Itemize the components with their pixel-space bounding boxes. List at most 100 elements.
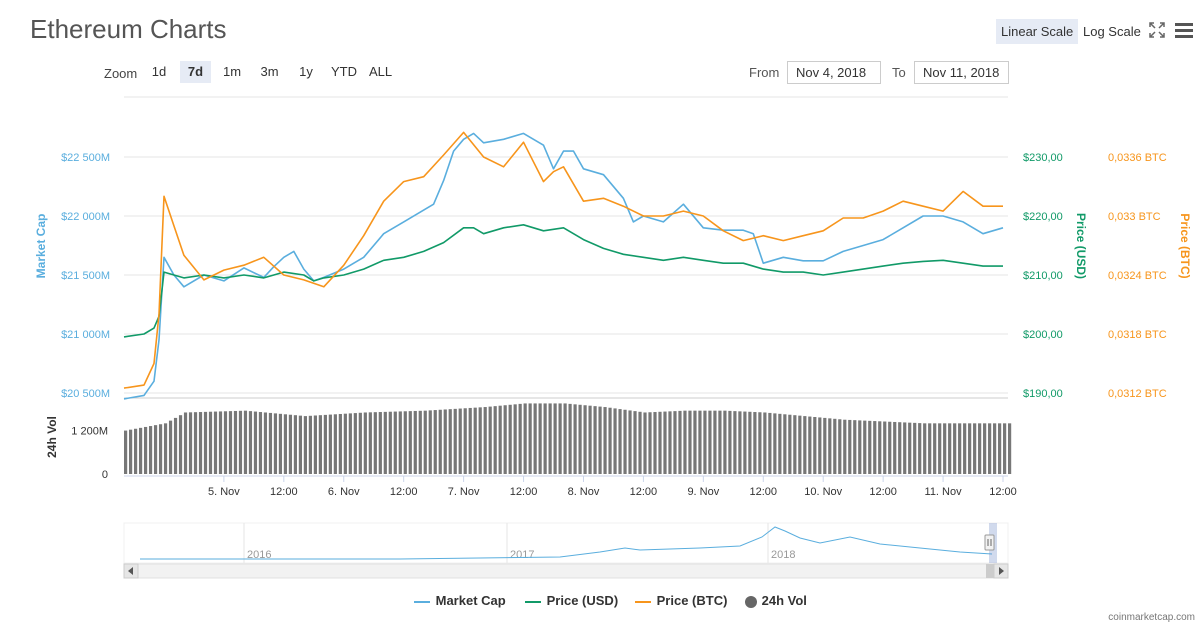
volume-bar[interactable]	[663, 411, 667, 474]
volume-bar[interactable]	[228, 411, 233, 474]
price-btc-line[interactable]	[123, 131, 1003, 389]
volume-bar[interactable]	[798, 415, 802, 474]
volume-bar[interactable]	[888, 421, 892, 474]
zoom-ytd-button[interactable]: YTD	[331, 64, 357, 79]
volume-bar[interactable]	[1003, 423, 1007, 474]
volume-bar[interactable]	[718, 410, 722, 474]
volume-bar[interactable]	[928, 423, 932, 474]
volume-bar[interactable]	[418, 410, 422, 474]
volume-bar[interactable]	[248, 411, 253, 474]
volume-bar[interactable]	[873, 421, 877, 474]
volume-bar[interactable]	[448, 409, 452, 474]
volume-bar[interactable]	[268, 412, 273, 474]
volume-bar[interactable]	[983, 423, 987, 474]
volume-bar[interactable]	[533, 403, 537, 474]
volume-bar[interactable]	[523, 403, 527, 474]
volume-bar[interactable]	[373, 412, 377, 474]
volume-bar[interactable]	[608, 407, 612, 474]
volume-bar[interactable]	[423, 410, 427, 474]
credits-link[interactable]: coinmarketcap.com	[1108, 612, 1195, 623]
volume-bar[interactable]	[513, 404, 517, 474]
volume-bar[interactable]	[573, 404, 577, 474]
volume-bar[interactable]	[153, 425, 158, 474]
volume-bar[interactable]	[138, 427, 143, 474]
zoom-7d-button[interactable]: 7d	[180, 61, 211, 83]
volume-bar[interactable]	[998, 423, 1002, 474]
volume-bar[interactable]	[328, 414, 332, 474]
volume-bar[interactable]	[583, 405, 587, 474]
volume-bar[interactable]	[488, 406, 492, 474]
volume-bar[interactable]	[308, 415, 312, 474]
volume-bar[interactable]	[393, 411, 397, 474]
volume-bar[interactable]	[493, 406, 497, 474]
volume-bar[interactable]	[358, 412, 362, 474]
volume-bar[interactable]	[703, 410, 707, 474]
volume-bar[interactable]	[388, 411, 392, 474]
volume-bar[interactable]	[363, 412, 367, 474]
volume-bar[interactable]	[468, 407, 472, 474]
volume-bar[interactable]	[693, 410, 697, 474]
zoom-1d-button[interactable]: 1d	[151, 64, 167, 79]
volume-bar[interactable]	[323, 414, 327, 474]
volume-bar[interactable]	[453, 408, 457, 474]
volume-bar[interactable]	[378, 412, 382, 474]
volume-bar[interactable]	[203, 411, 208, 474]
volume-bar[interactable]	[173, 417, 178, 474]
volume-bar[interactable]	[913, 422, 917, 474]
volume-bar[interactable]	[283, 414, 288, 474]
volume-bar[interactable]	[148, 426, 153, 474]
volume-bar[interactable]	[133, 428, 138, 474]
volume-bar[interactable]	[263, 412, 268, 474]
volume-bar[interactable]	[124, 430, 128, 474]
volume-bar[interactable]	[838, 419, 842, 474]
volume-bar[interactable]	[803, 416, 807, 474]
volume-bar[interactable]	[923, 423, 927, 474]
volume-bar[interactable]	[498, 405, 502, 474]
volume-bar[interactable]	[823, 417, 827, 474]
scrollbar-thumb[interactable]	[986, 564, 994, 578]
volume-bar[interactable]	[413, 410, 417, 474]
volume-bar[interactable]	[143, 426, 148, 474]
volume-bar[interactable]	[343, 413, 347, 474]
volume-bar[interactable]	[848, 419, 852, 474]
to-date-input[interactable]: Nov 11, 2018	[914, 61, 1009, 84]
volume-bar[interactable]	[403, 411, 407, 474]
linear-scale-button[interactable]: Linear Scale	[996, 19, 1079, 44]
zoom-1y-button[interactable]: 1y	[299, 64, 313, 79]
volume-bar[interactable]	[603, 407, 607, 474]
scrollbar-track[interactable]	[123, 563, 1009, 579]
volume-bar[interactable]	[933, 423, 937, 474]
volume-bar[interactable]	[258, 412, 263, 474]
volume-bar[interactable]	[243, 410, 248, 474]
volume-bar[interactable]	[748, 411, 752, 474]
volume-bar[interactable]	[843, 419, 847, 474]
volume-bar[interactable]	[993, 423, 997, 474]
volume-bar[interactable]	[988, 423, 992, 474]
volume-bar[interactable]	[408, 411, 412, 474]
volume-bar[interactable]	[898, 422, 902, 474]
volume-bar[interactable]	[383, 411, 387, 474]
volume-bar[interactable]	[353, 413, 357, 474]
volume-bar[interactable]	[688, 410, 692, 474]
volume-bar[interactable]	[818, 417, 822, 474]
volume-bar[interactable]	[788, 414, 792, 474]
volume-bar[interactable]	[613, 408, 617, 474]
volume-bar[interactable]	[473, 407, 477, 474]
volume-bar[interactable]	[303, 416, 307, 474]
volume-bar[interactable]	[178, 415, 183, 474]
volume-bar[interactable]	[568, 403, 572, 474]
from-date-input[interactable]: Nov 4, 2018	[787, 61, 881, 84]
volume-bar[interactable]	[773, 413, 777, 474]
volume-bar[interactable]	[793, 415, 797, 474]
volume-bar[interactable]	[833, 418, 837, 474]
volume-bar[interactable]	[958, 423, 962, 474]
volume-bar[interactable]	[618, 409, 622, 474]
volume-bar[interactable]	[683, 410, 687, 474]
volume-bar[interactable]	[963, 423, 967, 474]
volume-bar[interactable]	[288, 414, 293, 474]
volume-bar[interactable]	[758, 412, 762, 474]
volume-bar[interactable]	[953, 423, 957, 474]
volume-bar[interactable]	[313, 415, 317, 474]
volume-bar[interactable]	[588, 405, 592, 474]
volume-bar[interactable]	[223, 411, 228, 474]
